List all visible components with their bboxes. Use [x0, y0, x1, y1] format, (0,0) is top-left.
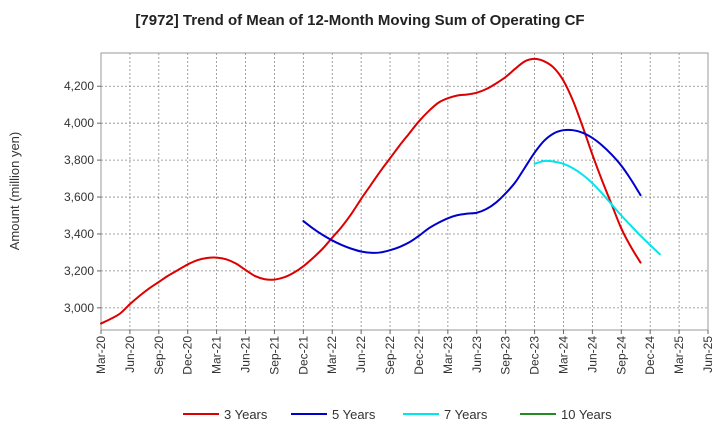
x-axis-ticks: Mar-20 Jun-20 Sep-20 Dec-20 Mar-21 Jun-21 Sep-…: [94, 330, 715, 375]
x-tick-label: Mar-22: [325, 336, 339, 374]
plot-area: [100, 52, 709, 331]
x-tick-label: Sep-24: [614, 336, 628, 375]
x-tick-label: Mar-24: [556, 336, 570, 374]
series-line-5-years: [302, 128, 642, 254]
x-tick-label: Jun-21: [239, 336, 253, 373]
x-tick-label: Sep-22: [383, 336, 397, 375]
x-tick-label: Mar-21: [210, 336, 224, 374]
x-tick-label: Dec-21: [296, 336, 310, 375]
x-tick-label: Sep-20: [152, 336, 166, 375]
x-tick-label: Jun-24: [585, 336, 599, 373]
x-tick-label: Dec-23: [528, 336, 542, 375]
y-tick-label: 3,600: [64, 190, 94, 204]
x-tick-label: Mar-20: [94, 336, 108, 374]
x-tick-label: Sep-23: [499, 336, 513, 375]
x-tick-label: Jun-20: [123, 336, 137, 373]
x-tick-label: Jun-25: [701, 336, 715, 373]
x-tick-label: Mar-25: [672, 336, 686, 374]
y-tick-label: 3,000: [64, 301, 94, 315]
x-tick-label: Dec-24: [643, 336, 657, 375]
grid-lines: [101, 53, 708, 330]
x-tick-label: Dec-20: [181, 336, 195, 375]
y-axis-label: Amount (million yen): [7, 132, 22, 251]
plot-border: [100, 52, 709, 331]
legend-label: 3 Years: [224, 407, 268, 422]
legend-label: 10 Years: [561, 407, 612, 422]
legend-label: 5 Years: [332, 407, 376, 422]
y-tick-label: 3,200: [64, 264, 94, 278]
legend: 3 Years 5 Years 7 Years 10 Years: [183, 407, 612, 422]
y-tick-label: 3,800: [64, 153, 94, 167]
y-tick-label: 4,000: [64, 116, 94, 130]
x-tick-label: Jun-23: [470, 336, 484, 373]
y-tick-label: 3,400: [64, 227, 94, 241]
series-line-3-years: [100, 57, 642, 325]
x-tick-label: Sep-21: [267, 336, 281, 375]
series-line-7-years: [533, 159, 661, 256]
y-tick-label: 4,200: [64, 79, 94, 93]
legend-label: 7 Years: [444, 407, 488, 422]
chart-title: [7972] Trend of Mean of 12-Month Moving …: [135, 12, 585, 29]
y-axis-ticks: 3,000 3,200 3,400 3,600 3,800 4,000 4,200: [64, 79, 101, 315]
x-tick-label: Mar-23: [441, 336, 455, 374]
series-layer: [100, 57, 661, 325]
x-tick-label: Dec-22: [412, 336, 426, 375]
x-tick-label: Jun-22: [354, 336, 368, 373]
